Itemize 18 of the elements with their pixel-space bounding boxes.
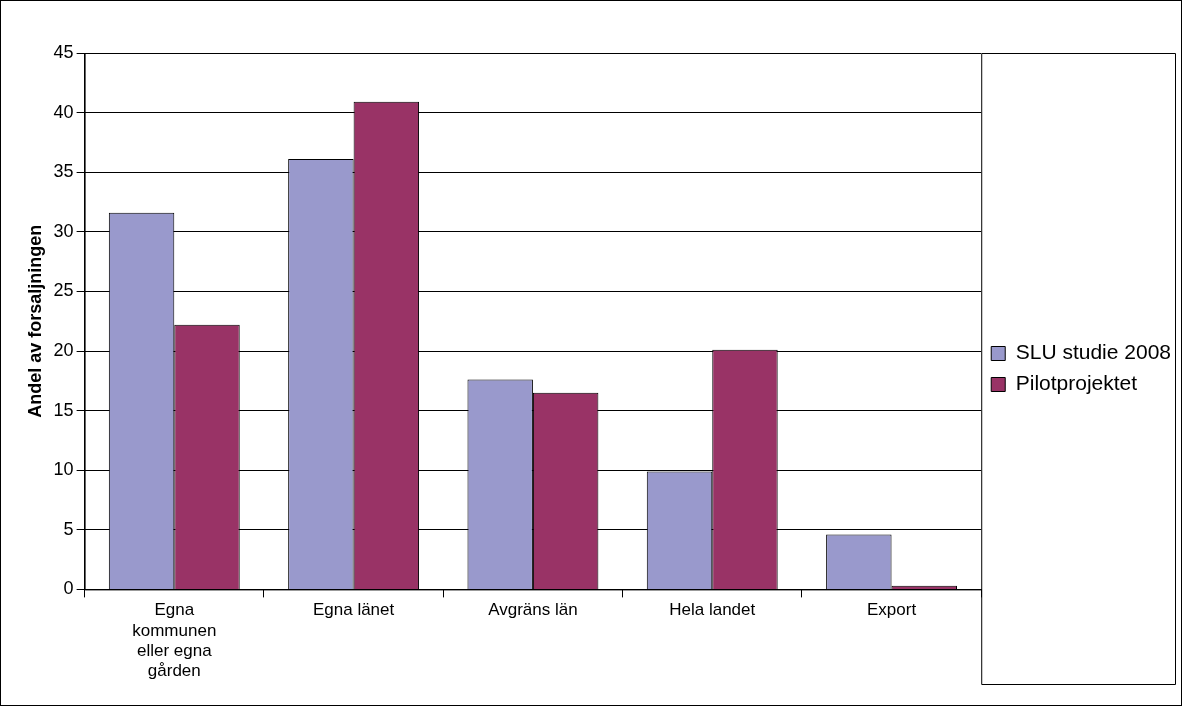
y-tick-label: 5 xyxy=(63,518,74,539)
x-tick-label: Avgräns län xyxy=(488,600,578,620)
y-axis-title: Andel av forsaljningen xyxy=(24,224,45,418)
y-tick-label: 30 xyxy=(53,220,74,241)
legend-label: SLU studie 2008 xyxy=(1015,340,1172,364)
y-tick-label: 20 xyxy=(53,339,74,360)
x-tick-label: Hela landet xyxy=(669,600,756,620)
x-tick-label: Export xyxy=(866,600,917,620)
y-tick-label: 40 xyxy=(53,101,74,122)
y-tick-label: 35 xyxy=(53,161,74,182)
y-tick-label: 45 xyxy=(53,41,74,62)
y-tick-label: 0 xyxy=(63,578,74,599)
y-tick-label: 15 xyxy=(53,399,74,420)
x-tick-label: Egna kommunen eller egna gården xyxy=(132,600,217,681)
y-tick-label: 25 xyxy=(53,280,74,301)
y-tick-label: 10 xyxy=(53,459,74,480)
x-tick-label: Egna länet xyxy=(312,600,395,620)
legend-label: Pilotprojektet xyxy=(1015,371,1138,395)
